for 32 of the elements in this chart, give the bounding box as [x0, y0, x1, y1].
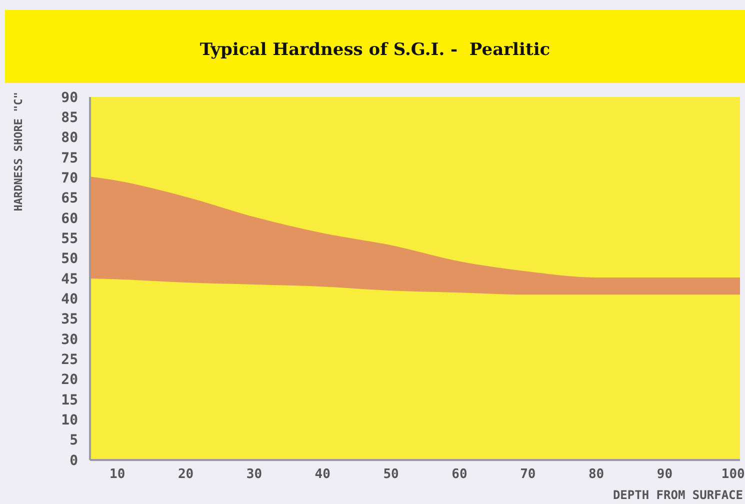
y-tick-label: 40 — [61, 292, 78, 308]
y-tick-label: 65 — [61, 190, 78, 207]
x-tick-label: 80 — [588, 467, 604, 482]
x-tick-label: 20 — [178, 467, 194, 482]
y-tick-label: 70 — [61, 170, 78, 187]
x-tick-label: 90 — [656, 467, 673, 482]
y-axis-title: HARDNESS SHORE "C" — [12, 92, 25, 212]
y-tick-label: 20 — [61, 372, 78, 388]
y-tick-label: 0 — [70, 452, 78, 469]
y-tick-label: 85 — [61, 110, 78, 126]
x-tick-label: 100 — [721, 467, 745, 482]
x-tick-label: 10 — [110, 467, 126, 482]
y-tick-label: 55 — [61, 231, 78, 248]
x-tick-label: 70 — [520, 467, 536, 482]
x-tick-label: 50 — [383, 467, 400, 482]
y-tick-label: 30 — [61, 332, 78, 348]
y-tick-label: 35 — [61, 312, 78, 328]
y-tick-label: 50 — [61, 251, 78, 268]
x-tick-label: 60 — [452, 467, 468, 482]
y-tick-label: 5 — [70, 432, 78, 449]
x-axis-title: DEPTH FROM SURFACE — [612, 488, 743, 502]
y-tick-label: 25 — [61, 352, 78, 368]
x-tick-label: 40 — [314, 467, 331, 482]
y-tick-label: 75 — [61, 150, 78, 166]
y-tick-label: 45 — [61, 271, 78, 288]
y-tick-label: 90 — [61, 90, 78, 106]
chart-title: Typical Hardness of S.G.I. - Pearlitic — [200, 40, 550, 60]
y-tick-label: 80 — [61, 130, 78, 146]
y-tick-label: 60 — [61, 210, 78, 227]
y-tick-label: 15 — [61, 392, 78, 408]
y-tick-label: 10 — [61, 412, 78, 429]
x-tick-label: 30 — [246, 467, 262, 482]
